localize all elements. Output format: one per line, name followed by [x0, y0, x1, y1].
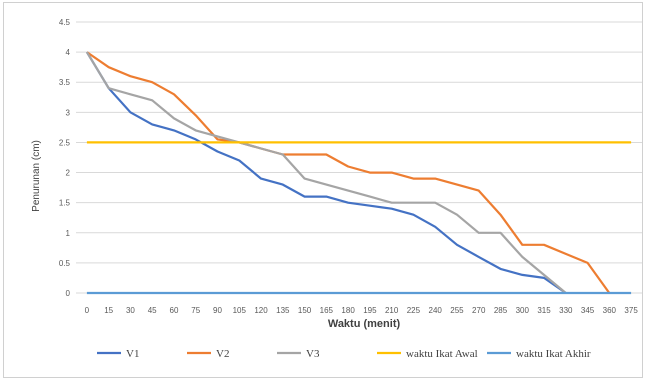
x-tick-label: 300 [516, 306, 530, 315]
x-tick-label: 165 [320, 306, 334, 315]
gridlines [76, 21, 642, 294]
legend-label: V2 [216, 348, 229, 360]
y-axis-title: Penurunan (cm) [31, 140, 42, 212]
x-tick-label: 180 [341, 306, 355, 315]
x-tick-label: 75 [191, 306, 200, 315]
legend-label: waktu Ikat Akhir [516, 348, 591, 360]
y-tick-label: 2 [66, 169, 71, 178]
y-tick-label: 1.5 [59, 199, 71, 208]
y-tick-label: 3 [66, 108, 71, 117]
x-tick-label: 120 [254, 306, 268, 315]
x-tick-label: 150 [298, 306, 312, 315]
x-tick-label: 360 [603, 306, 617, 315]
x-tick-label: 345 [581, 306, 595, 315]
x-tick-label: 255 [450, 306, 464, 315]
x-tick-label: 225 [407, 306, 421, 315]
x-tick-label: 285 [494, 306, 508, 315]
x-tick-label: 60 [170, 306, 179, 315]
x-tick-label: 195 [363, 306, 377, 315]
x-axis-title: Waktu (menit) [328, 318, 401, 330]
x-tick-label: 240 [429, 306, 443, 315]
legend: V1 V2 V3 waktu Ikat Awal waktu Ikat Akhir [97, 348, 591, 360]
legend-label: waktu Ikat Awal [406, 348, 478, 360]
x-tick-label: 0 [85, 306, 90, 315]
x-tick-label: 330 [559, 306, 573, 315]
chart-frame [3, 2, 643, 378]
x-tick-label: 210 [385, 306, 399, 315]
legend-label: V3 [306, 348, 320, 360]
x-tick-label: 270 [472, 306, 486, 315]
x-tick-label: 105 [233, 306, 247, 315]
series-line-v2 [86, 51, 611, 294]
series-line-v1 [85, 51, 567, 294]
x-tick-label: 45 [148, 306, 157, 315]
x-axis-ticks: 0 15 30 45 60 75 90 105 120 135 150 165 180 195 210 225… [85, 306, 639, 315]
x-tick-label: 375 [624, 306, 638, 315]
x-tick-label: 90 [213, 306, 222, 315]
y-tick-label: 3.5 [59, 78, 71, 87]
x-tick-label: 315 [537, 306, 551, 315]
series-lines [85, 51, 632, 295]
y-tick-label: 0.5 [59, 259, 71, 268]
y-tick-label: 4.5 [59, 18, 71, 27]
legend-label: V1 [126, 348, 139, 360]
y-tick-label: 4 [66, 48, 71, 57]
x-tick-label: 135 [276, 306, 290, 315]
x-tick-label: 30 [126, 306, 135, 315]
y-tick-label: 2.5 [59, 138, 71, 147]
x-tick-label: 15 [104, 306, 113, 315]
series-line-v3 [85, 51, 567, 294]
y-tick-label: 1 [66, 229, 71, 238]
y-tick-label: 0 [66, 289, 71, 298]
y-axis-ticks: 0 0.5 1 1.5 2 2.5 3 3.5 4 4.5 [59, 18, 71, 298]
